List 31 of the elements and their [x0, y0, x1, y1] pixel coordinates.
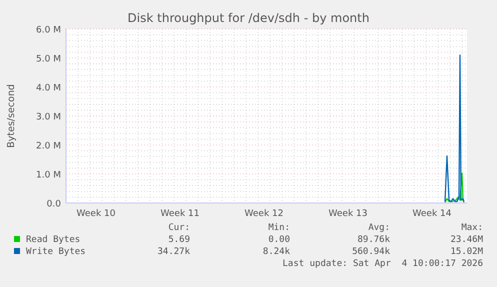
y-tick-label: 5.0 M — [36, 54, 61, 64]
y-axis-title: Bytes/second — [6, 84, 17, 148]
x-tick-label: Week 14 — [412, 209, 452, 219]
text: Max: — [461, 223, 483, 233]
x-tick-label: Week 11 — [160, 209, 200, 219]
x-tick-label: Week 13 — [328, 209, 368, 219]
text: 0.00 — [268, 235, 290, 245]
text: Min: — [268, 223, 290, 233]
text: Last update: Sat Apr 4 10:00:17 2026 — [282, 259, 483, 269]
text: 34.27k — [157, 247, 191, 257]
x-tick-label: Week 10 — [76, 209, 116, 219]
y-tick-label: 6.0 M — [36, 26, 61, 36]
text: 560.94k — [352, 247, 391, 257]
text: 15.02M — [450, 247, 484, 257]
x-tick-label: Week 12 — [244, 209, 284, 219]
y-tick-label: 1.0 M — [36, 170, 61, 180]
line-series — [444, 172, 465, 204]
y-tick-label: 2.0 M — [36, 142, 61, 152]
text: 23.46M — [450, 235, 484, 245]
text: 89.76k — [357, 235, 391, 245]
y-tick-label: 0.0 — [46, 200, 62, 210]
text: 8.24k — [262, 247, 291, 257]
text: 5.69 — [168, 235, 190, 245]
y-tick-label: 4.0 M — [36, 84, 61, 94]
text: Avg: — [368, 223, 390, 233]
legend-label: Write Bytes — [26, 247, 86, 257]
text: Cur: — [168, 223, 190, 233]
line-series — [444, 54, 465, 202]
chart-title: Disk throughput for /dev/sdh - by month — [128, 11, 370, 25]
y-tick-label: 3.0 M — [36, 112, 61, 122]
legend-label: Read Bytes — [26, 235, 80, 245]
